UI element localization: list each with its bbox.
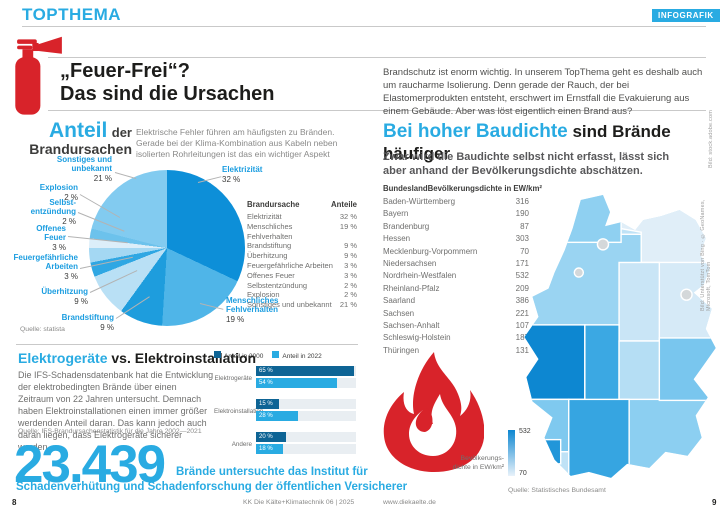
- table-row: Sachsen 221: [383, 308, 529, 318]
- density-table-header: Bundesland Bevölkerungsdichte in EW/km²: [383, 184, 543, 193]
- table-row: Feuergefährliche Arbeiten 3 %: [247, 260, 357, 270]
- big-number: 23.439: [14, 435, 166, 494]
- baudichte-heading: Bei hoher Baudichte sind Brände häufiger: [383, 121, 671, 163]
- table-row: Mecklenburg-Vorpommern 70: [383, 246, 529, 256]
- table-row: Nordrhein-Westfalen 532: [383, 271, 529, 281]
- bar-2000: 20 %: [256, 432, 286, 442]
- flame-icon: [383, 352, 484, 472]
- pie-callout-ueberhitzung: Überhitzung 9 %: [41, 287, 88, 306]
- bar-group-andere: Andere 20 % 18 %: [214, 432, 356, 456]
- fire-extinguisher-icon: [15, 36, 62, 115]
- footer-website: www.diekaelte.de: [383, 499, 436, 506]
- section-divider: [16, 344, 358, 345]
- pie-callout-elektrizitaet: Elektrizität 32 %: [222, 165, 263, 184]
- map-region-hamburg: [596, 238, 610, 251]
- pie-callout-explosion: Explosion 2 %: [39, 183, 78, 202]
- intro-paragraph: Brandschutz ist enorm wichtig. In unsere…: [383, 67, 703, 117]
- big-number-caption-line2: Schadenverhütung und Schadenforschung de…: [16, 481, 408, 493]
- table-row: Offenes Feuer 3 %: [247, 270, 357, 280]
- pie-callout-selbstentzuendung: Selbst­entzündung 2 %: [30, 198, 76, 226]
- article-title: „Feuer-Frei“? Das sind die Ursachen: [60, 60, 275, 105]
- page-number-left: 8: [12, 498, 17, 507]
- table-row: Brandstiftung 9 %: [247, 241, 357, 251]
- map-region-saarland: [527, 438, 562, 465]
- map-region-baden-wuerttemberg: [568, 398, 630, 478]
- germany-map: [524, 195, 716, 478]
- header-rule: [22, 26, 706, 27]
- pie-callout-sonstiges: Sonstiges und unbekannt 21 %: [56, 155, 112, 183]
- table-row: Brandenburg 87: [383, 221, 529, 231]
- pie-callout-offenes-feuer: Offenes Feuer 3 %: [36, 224, 66, 252]
- bar-2022: 28 %: [256, 411, 298, 421]
- infografik-badge: INFOGRAFIK: [652, 9, 720, 22]
- pie-callout-feuergefaehrliche-arbeiten: Feuergefährliche Arbeiten 3 %: [13, 253, 78, 281]
- bar-chart: Anteil in 2000 Anteil in 2022 Elektroger…: [214, 351, 356, 465]
- pie-table-header: Brandursache Anteile: [247, 200, 357, 209]
- bar-legend: Anteil in 2000 Anteil in 2022: [214, 351, 356, 360]
- legend-swatch-2000: [214, 351, 221, 358]
- table-row: Niedersachsen 171: [383, 258, 529, 268]
- table-row: Saarland 386: [383, 296, 529, 306]
- bar-2022: 18 %: [256, 444, 283, 454]
- pie-leader-line: [114, 172, 137, 180]
- pie-section-title: Anteil der Brandursachen: [29, 119, 132, 157]
- map-region-berlin: [680, 288, 693, 301]
- map-region-nordrhein-westfalen: [524, 324, 586, 401]
- legend-swatch-2022: [272, 351, 280, 358]
- bar-2022: 54 %: [256, 378, 337, 388]
- map-credit: Bild: Unterstützt von Bing · © GeoNames,…: [700, 199, 712, 311]
- bar-group-elektroinstallation: Elektroinstallation 15 % 28 %: [214, 399, 356, 423]
- table-row: Explosion 2 %: [247, 290, 357, 300]
- big-number-caption-line1: Brände untersuchte das Institut für: [176, 466, 368, 478]
- title-bottom-rule: [48, 110, 706, 111]
- map-region-hessen: [584, 324, 620, 407]
- table-row: Bayern 190: [383, 209, 529, 219]
- pie-chart: [89, 170, 245, 326]
- table-row: Selbstentzündung 2 %: [247, 280, 357, 290]
- elektro-source: Quelle: IFS-Brandursachenstatistik für d…: [18, 428, 202, 435]
- table-row: Baden-Württemberg 316: [383, 197, 529, 206]
- table-row: Thüringen 131: [383, 345, 529, 355]
- map-region-thueringen: [618, 340, 663, 401]
- table-row: Schleswig-Holstein 187: [383, 333, 529, 343]
- map-region-bremen: [573, 267, 585, 278]
- bar-group-elektrogeraete: Elektrogeräte 65 % 54 %: [214, 366, 356, 390]
- pie-source: Quelle: statista: [20, 326, 65, 333]
- title-top-rule: [48, 57, 706, 58]
- map-source: Quelle: Statistisches Bundesamt: [508, 487, 606, 494]
- table-row: Hessen 303: [383, 234, 529, 244]
- map-region-schleswig-holstein: [557, 195, 622, 244]
- bar-2000: 65 %: [256, 366, 354, 376]
- pie-table: Brandursache Anteile Elektrizität 32 % Men…: [247, 200, 357, 310]
- pie-section-subtitle: Elektrische Fehler führen am häufigsten …: [136, 127, 338, 159]
- elektro-body: Die IFS-Schadensdatenbank hat die Entwic…: [18, 370, 214, 452]
- map-region-sachsen: [658, 337, 716, 402]
- baudichte-subtitle: Zwar wird die Baudichte selbst nicht erf…: [383, 151, 670, 177]
- map-legend-min: 70: [519, 470, 527, 477]
- table-row: Sonstiges und unbekannt 21 %: [247, 300, 357, 310]
- map-legend-max: 532: [519, 428, 531, 435]
- pie-callout-menschliches-fehlverhalten: Menschliches Fehlverhalten 19 %: [226, 296, 279, 324]
- density-table: Bundesland Bevölkerungsdichte in EW/km² B…: [383, 184, 543, 358]
- table-row: Sachsen-Anhalt 107: [383, 320, 529, 330]
- bar-2000: 15 %: [256, 399, 279, 409]
- pie-callout-brandstiftung: Brandstiftung 9 %: [61, 313, 114, 332]
- table-row: Rheinland-Pfalz 209: [383, 283, 529, 293]
- table-row: Menschliches Fehlverhalten 19 %: [247, 221, 358, 241]
- map-region-sachsen-anhalt: [618, 261, 661, 342]
- page-number-right: 9: [712, 498, 717, 507]
- section-label: TOPTHEMA: [22, 5, 122, 24]
- table-row: Überhitzung 9 %: [247, 251, 357, 261]
- map-legend-caption: Bevölkerungs-dichte in EW/km²: [452, 455, 504, 471]
- map-legend-gradient: [508, 430, 515, 476]
- map-region-bayern: [618, 388, 716, 478]
- footer-journal: KK Die Kälte+Klimatechnik 06 | 2025: [243, 499, 355, 506]
- table-row: Elektrizität 32 %: [247, 212, 357, 221]
